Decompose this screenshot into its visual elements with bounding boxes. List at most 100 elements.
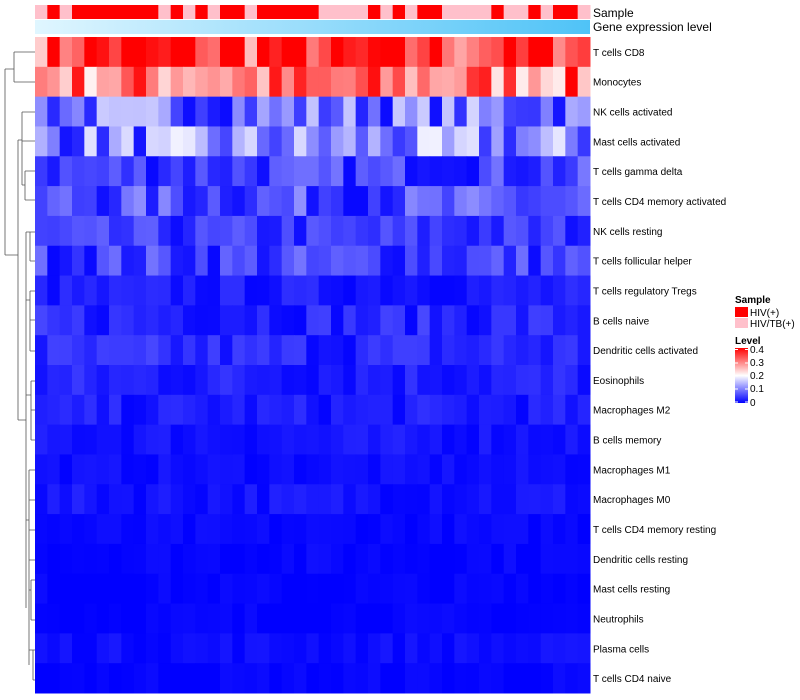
heatmap-cell <box>158 573 172 605</box>
heatmap-cell <box>454 633 468 664</box>
heatmap-cell <box>355 394 369 426</box>
heatmap-cell <box>269 394 283 426</box>
heatmap-cell <box>491 603 505 634</box>
heatmap-cell <box>35 573 48 605</box>
heatmap-cell <box>565 573 579 605</box>
heatmap-cell <box>170 365 184 396</box>
heatmap-cell <box>417 603 431 634</box>
heatmap-cell <box>207 156 221 187</box>
heatmap-cell <box>577 215 591 247</box>
heatmap-cell <box>109 156 122 187</box>
heatmap-cell <box>565 484 579 515</box>
heatmap-cell <box>207 394 221 426</box>
heatmap-cell <box>269 365 283 396</box>
heatmap-cell <box>479 215 492 247</box>
heatmap-cell <box>417 365 431 396</box>
sample-annotation-cell <box>417 5 431 19</box>
heatmap-cell <box>392 543 406 575</box>
heatmap-cell <box>318 96 332 127</box>
heatmap-cell <box>442 454 455 485</box>
heatmap-cell <box>577 543 591 575</box>
heatmap-cell <box>109 245 122 277</box>
sample-annotation-cell <box>269 5 283 19</box>
heatmap-cell <box>257 37 270 68</box>
heatmap-cell <box>528 126 542 157</box>
heatmap-cell <box>207 454 221 485</box>
heatmap-cell <box>35 96 48 127</box>
heatmap-cell <box>368 215 381 247</box>
heatmap-cell <box>96 126 110 157</box>
heatmap-cell <box>133 126 147 157</box>
heatmap-cell <box>72 186 85 217</box>
heatmap-cell <box>553 66 566 98</box>
heatmap-cell <box>146 454 159 485</box>
heatmap-cell <box>35 186 48 217</box>
heatmap-cell <box>380 245 394 277</box>
heatmap-cell <box>392 424 406 455</box>
heatmap-cell <box>244 186 258 217</box>
heatmap-cell <box>84 424 98 455</box>
heatmap-cell <box>491 484 505 515</box>
heatmap-cell <box>232 603 246 634</box>
heatmap-cell <box>503 156 517 187</box>
heatmap-cell <box>503 454 517 485</box>
heatmap-cell <box>577 96 591 127</box>
heatmap-cell <box>306 186 320 217</box>
heatmap-cell <box>318 424 332 455</box>
heatmap-cell <box>35 126 48 157</box>
heatmap-cell <box>565 305 579 336</box>
heatmap-cell <box>479 394 492 426</box>
heatmap-cell <box>195 514 209 545</box>
heatmap-cell <box>503 215 517 247</box>
heatmap-cell <box>158 335 172 366</box>
heatmap-cell <box>35 245 48 277</box>
heatmap-cell <box>454 156 468 187</box>
heatmap-cell <box>516 454 529 485</box>
heatmap-cell <box>491 633 505 664</box>
heatmap-cell <box>318 215 332 247</box>
heatmap-cell <box>257 484 270 515</box>
heatmap-cell <box>257 603 270 634</box>
heatmap-cell <box>429 573 443 605</box>
heatmap-cell <box>454 484 468 515</box>
heatmap-cell <box>59 156 73 187</box>
heatmap-cell <box>565 394 579 426</box>
heatmap-cell <box>466 215 480 247</box>
legend-level-colorbar <box>735 348 748 403</box>
heatmap-cell <box>528 543 542 575</box>
heatmap-cell <box>109 96 122 127</box>
row-label: T cells follicular helper <box>593 257 692 268</box>
heatmap-cell <box>442 573 455 605</box>
heatmap-cell <box>96 215 110 247</box>
heatmap-cell <box>405 633 418 664</box>
heatmap-cell <box>368 66 381 98</box>
heatmap-cell <box>466 126 480 157</box>
heatmap-cell <box>553 394 566 426</box>
heatmap-cells <box>35 37 591 694</box>
heatmap-cell <box>528 663 542 694</box>
row-label: Macrophages M1 <box>593 465 671 476</box>
heatmap-cell <box>343 365 357 396</box>
heatmap-cell <box>232 37 246 68</box>
heatmap-cell <box>281 275 295 306</box>
heatmap-cell <box>220 573 233 605</box>
heatmap-cell <box>306 335 320 366</box>
heatmap-cell <box>158 275 172 306</box>
heatmap-cell <box>121 603 135 634</box>
heatmap-cell <box>417 66 431 98</box>
heatmap-cell <box>281 573 295 605</box>
heatmap-cell <box>454 126 468 157</box>
heatmap-cell <box>565 66 579 98</box>
heatmap-cell <box>429 484 443 515</box>
heatmap-cell <box>417 156 431 187</box>
heatmap-cell <box>72 365 85 396</box>
sample-annotation-bar <box>35 5 591 19</box>
sample-annotation-cell <box>528 5 542 19</box>
heatmap-cell <box>516 245 529 277</box>
heatmap-cell <box>47 484 61 515</box>
heatmap-cell <box>294 484 307 515</box>
heatmap-cell <box>244 454 258 485</box>
heatmap-cell <box>133 514 147 545</box>
heatmap-cell <box>96 454 110 485</box>
heatmap-cell <box>84 186 98 217</box>
